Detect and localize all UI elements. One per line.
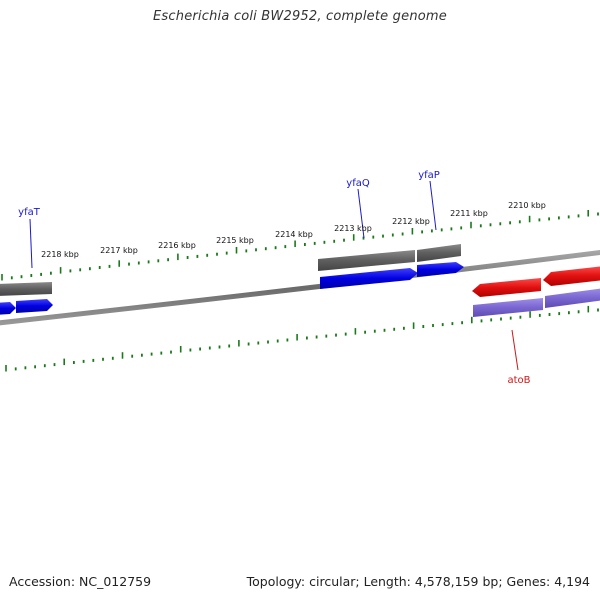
- inner-ruler: [5, 305, 599, 372]
- outer-ruler: [1, 210, 599, 281]
- ruler-tick-label: 2217 kbp: [100, 246, 138, 255]
- gene-label-yfaP[interactable]: yfaP: [418, 170, 440, 231]
- genome-backbone: [0, 249, 600, 326]
- gene-feature[interactable]: [543, 266, 600, 286]
- ruler-tick-label: 2218 kbp: [41, 250, 79, 259]
- ruler-tick-label: 2216 kbp: [158, 241, 196, 250]
- gene-feature[interactable]: [472, 278, 541, 297]
- cds-feature[interactable]: [0, 302, 16, 315]
- cds-feature[interactable]: [16, 299, 53, 313]
- gene-label-text: atoB: [507, 375, 530, 386]
- ruler-tick-label: 2213 kbp: [334, 224, 372, 233]
- gene-feature[interactable]: [417, 244, 461, 262]
- ruler-tick-label: 2211 kbp: [450, 209, 488, 218]
- reverse-strand-features: [472, 266, 600, 317]
- ruler-tick-label: 2215 kbp: [216, 236, 254, 245]
- topology-text: Topology: circular; Length: 4,578,159 bp…: [246, 574, 590, 589]
- gene-label-yfaQ[interactable]: yfaQ: [346, 178, 370, 239]
- accession-text: Accession: NC_012759: [9, 574, 152, 589]
- cds-feature[interactable]: [417, 262, 464, 277]
- forward-strand-features: [0, 244, 464, 315]
- ruler-tick-label: 2214 kbp: [275, 230, 313, 239]
- cds-feature[interactable]: [473, 298, 543, 317]
- gene-label-text: yfaP: [418, 170, 440, 181]
- ruler-tick-label: 2210 kbp: [508, 201, 546, 210]
- map-title: Escherichia coli BW2952, complete genome: [153, 9, 447, 24]
- gene-feature[interactable]: [318, 250, 415, 271]
- cds-feature[interactable]: [320, 268, 418, 289]
- gene-label-text: yfaQ: [346, 178, 370, 189]
- ruler-labels: 2218 kbp 2217 kbp 2216 kbp 2215 kbp 2214…: [41, 201, 546, 259]
- gene-label-yfaT[interactable]: yfaT: [18, 207, 41, 269]
- gene-label-atoB[interactable]: atoB: [507, 329, 531, 386]
- ruler-tick-label: 2212 kbp: [392, 217, 430, 226]
- gene-label-text: yfaT: [18, 207, 41, 218]
- cds-feature[interactable]: [545, 288, 600, 308]
- gene-feature[interactable]: [0, 282, 52, 296]
